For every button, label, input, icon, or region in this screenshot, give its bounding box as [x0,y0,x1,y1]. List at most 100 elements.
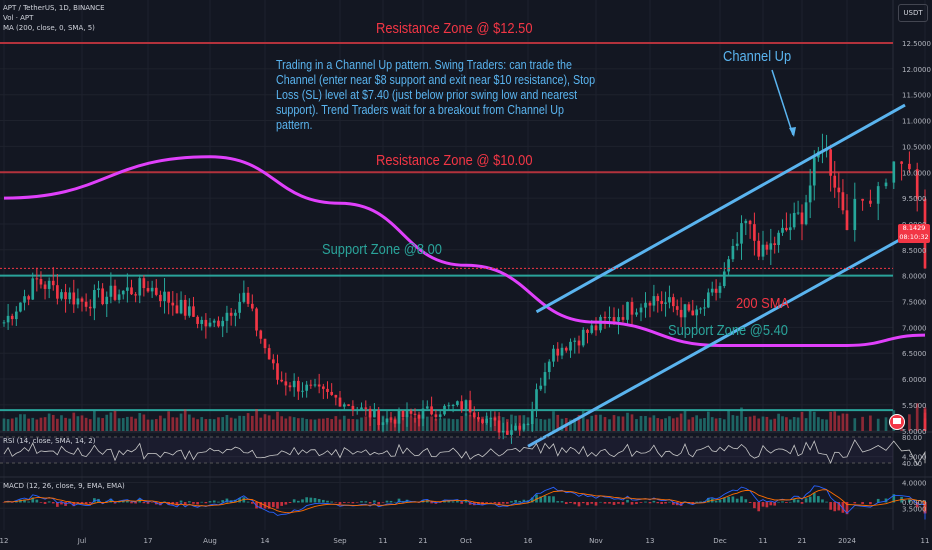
candle-body [126,287,129,291]
candle-body [146,288,150,292]
volume-bar [501,417,505,431]
candle-body [355,409,359,411]
candle-body [192,306,195,317]
volume-bar [603,417,607,431]
candle-body [238,301,241,313]
y-tick-label: 10.5000 [902,143,931,151]
candle-body [39,278,43,285]
volume-bar [612,415,616,431]
macd-histogram-bar [146,502,150,504]
volume-bar [351,419,355,431]
volume-bar [35,419,39,431]
candle-body [212,320,216,323]
volume-bar [481,416,484,431]
volume-bar [101,418,104,431]
volume-bar [876,418,880,431]
macd-histogram-bar [373,500,376,503]
candle-body [744,220,748,224]
candle-body [785,227,788,231]
volume-bar [639,415,643,431]
volume-bar [212,419,216,431]
candle-body [263,338,267,349]
candle-body [47,280,51,289]
macd-histogram-bar [744,499,748,503]
volume-bar [608,419,611,431]
volume-bar [175,417,179,431]
macd-histogram-bar [769,502,773,506]
volume-bar [321,418,325,431]
volume-bar [825,419,828,431]
candle-body [753,224,756,241]
macd-histogram-bar [250,502,254,504]
volume-bar [10,418,14,431]
x-tick-label: 17 [144,537,153,545]
volume-bar [381,415,385,431]
x-tick-label: 21 [798,537,807,545]
volume-bar [635,419,638,431]
candle-body [808,185,812,203]
candle-body [792,212,796,228]
volume-bar [714,418,718,431]
macd-histogram-bar [695,501,699,503]
macd-histogram-bar [796,499,800,503]
candle-body [489,417,493,419]
y-tick-label: 4.0000 [902,479,927,487]
volume-bar [130,416,133,431]
volume-bar [326,417,329,431]
candle-body [443,405,446,415]
macd-histogram-bar [586,502,589,506]
candle-body [204,319,208,327]
candle-body [543,372,547,386]
macd-histogram-bar [80,502,84,505]
volume-bar [138,413,142,431]
volume-bar [288,416,292,431]
volume-bar [785,417,788,431]
volume-bar [833,411,837,431]
volume-bar [687,419,691,431]
candle-body [43,284,47,289]
candle-body [368,408,372,418]
candle-body [167,291,171,303]
macd-histogram-bar [581,502,585,504]
candle-body [64,292,67,300]
candle-body [246,292,250,304]
ma-legend: MA (200, close, 0, SMA, 5) [3,24,95,32]
volume-bar [259,417,263,431]
volume-bar [884,417,888,431]
macd-histogram-bar [630,502,634,505]
volume-bar [841,413,845,431]
volume-bar [817,417,820,431]
currency-button[interactable]: USDT [898,4,928,22]
volume-bar [569,419,572,431]
macd-histogram-bar [543,495,547,503]
candle-body [706,292,710,308]
candle-body [130,287,133,295]
volume-bar [2,418,6,431]
candle-body [360,407,363,410]
candle-body [225,312,229,321]
candle-body [72,292,76,305]
macd-histogram-bar [603,502,607,504]
volume-bar [447,418,451,431]
candle-body [675,306,679,310]
candle-body [109,285,113,297]
candle-body [84,301,88,307]
candle-body [421,408,425,419]
macd-histogram-bar [518,501,522,503]
flag-icon[interactable] [889,414,905,430]
macd-histogram-bar [833,502,837,512]
volume-bar [267,415,271,431]
macd-histogram-bar [360,501,363,503]
x-tick-label: Nov [589,537,603,545]
volume-bar [271,419,275,431]
macd-histogram-bar [514,500,517,503]
candle-body [472,412,476,418]
macd-histogram-bar [267,502,271,509]
volume-bar [347,418,350,431]
candle-body [154,287,158,295]
macd-histogram-bar [765,502,769,508]
volume-bar [652,415,656,431]
candle-body [773,243,777,245]
macd-histogram-bar [296,500,300,503]
